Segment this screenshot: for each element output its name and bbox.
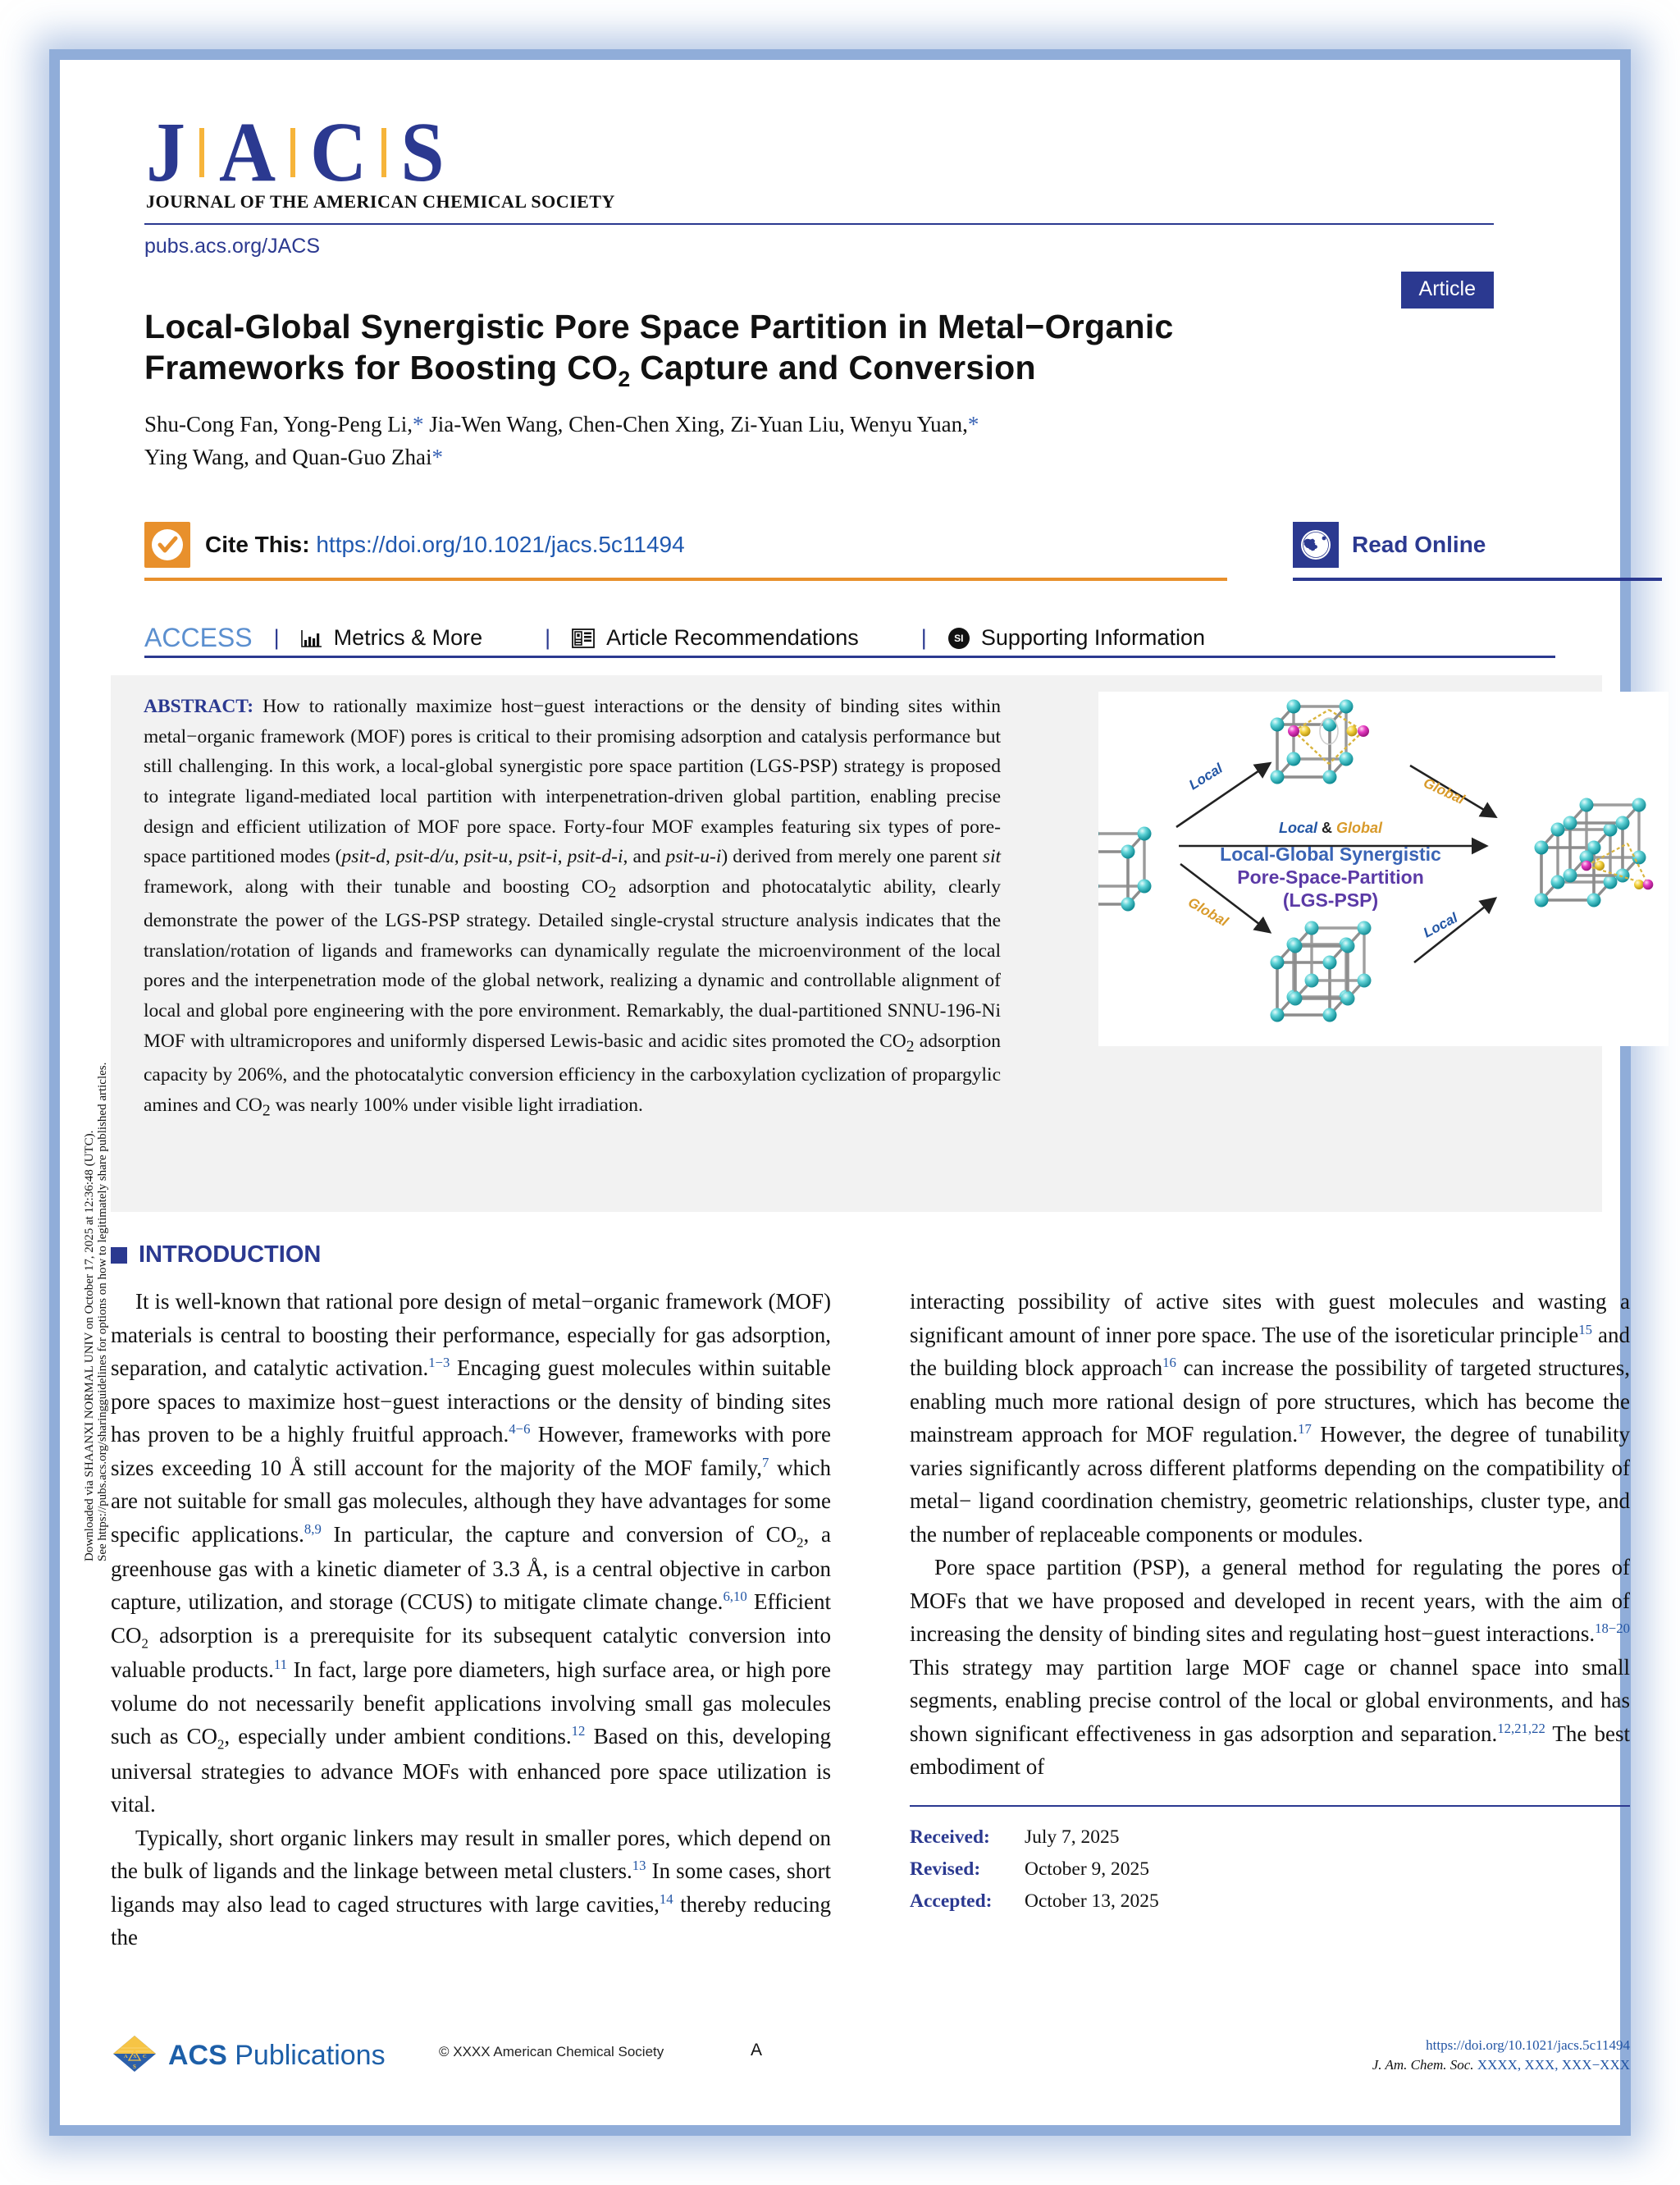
svg-text:S: S	[133, 2064, 136, 2070]
svg-text:(LGS-PSP): (LGS-PSP)	[1283, 889, 1378, 911]
svg-text:Local & Global: Local & Global	[1279, 820, 1383, 836]
svg-text:Local-Global Synergistic: Local-Global Synergistic	[1220, 843, 1441, 865]
svg-text:A: A	[124, 2054, 128, 2059]
svg-text:X: X	[133, 2054, 137, 2059]
svg-text:Local: Local	[1186, 760, 1226, 793]
svg-text:Pore-Space-Partition: Pore-Space-Partition	[1237, 866, 1424, 888]
svg-text:Global: Global	[1421, 775, 1468, 807]
svg-text:Local: Local	[1421, 909, 1461, 940]
svg-text:C: C	[143, 2054, 147, 2059]
svg-text:Global: Global	[1185, 894, 1231, 930]
